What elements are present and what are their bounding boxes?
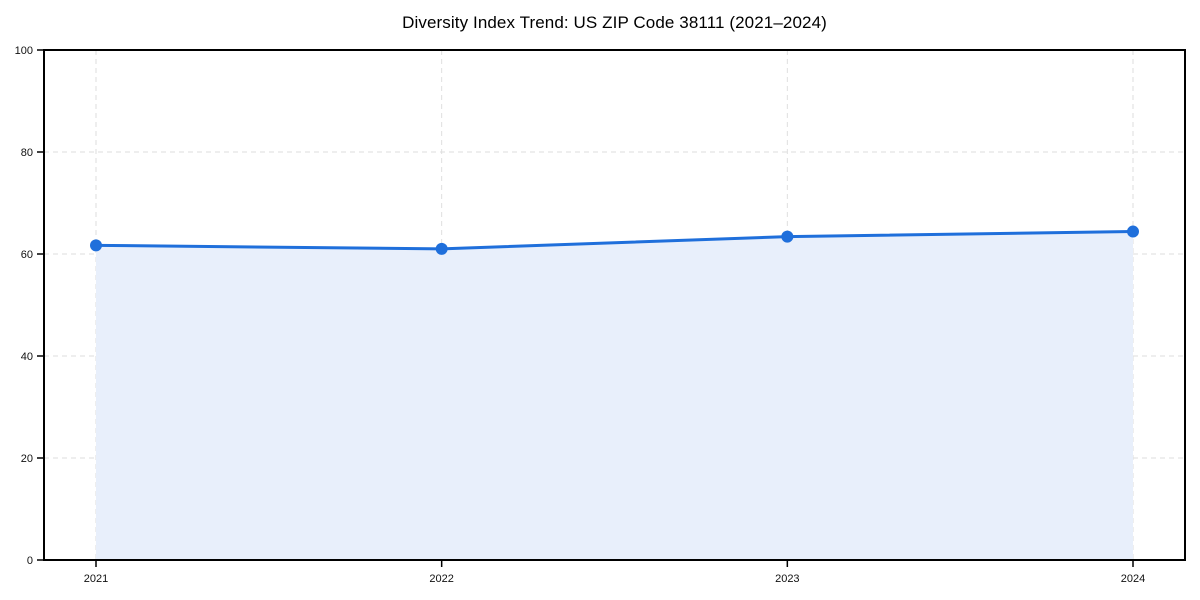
plot-border [43, 49, 1186, 561]
x-tick-label: 2022 [429, 573, 453, 585]
y-tick-label: 40 [21, 351, 33, 363]
y-tick-label: 20 [21, 453, 33, 465]
area-fill [96, 231, 1133, 560]
y-tick-label: 60 [21, 249, 33, 261]
chart-title: Diversity Index Trend: US ZIP Code 38111… [402, 13, 827, 32]
data-point-marker [1127, 225, 1139, 238]
x-tick-label: 2024 [1121, 573, 1145, 585]
y-tick-label: 80 [21, 147, 33, 159]
trend-line [94, 230, 1135, 251]
x-tick-label: 2021 [84, 573, 108, 585]
y-tick-label: 0 [27, 555, 33, 567]
x-tick-label: 2023 [775, 573, 799, 585]
y-tick-label: 100 [15, 45, 33, 57]
data-point-marker [90, 239, 102, 252]
data-point-marker [781, 230, 794, 243]
data-point-marker [435, 242, 448, 255]
